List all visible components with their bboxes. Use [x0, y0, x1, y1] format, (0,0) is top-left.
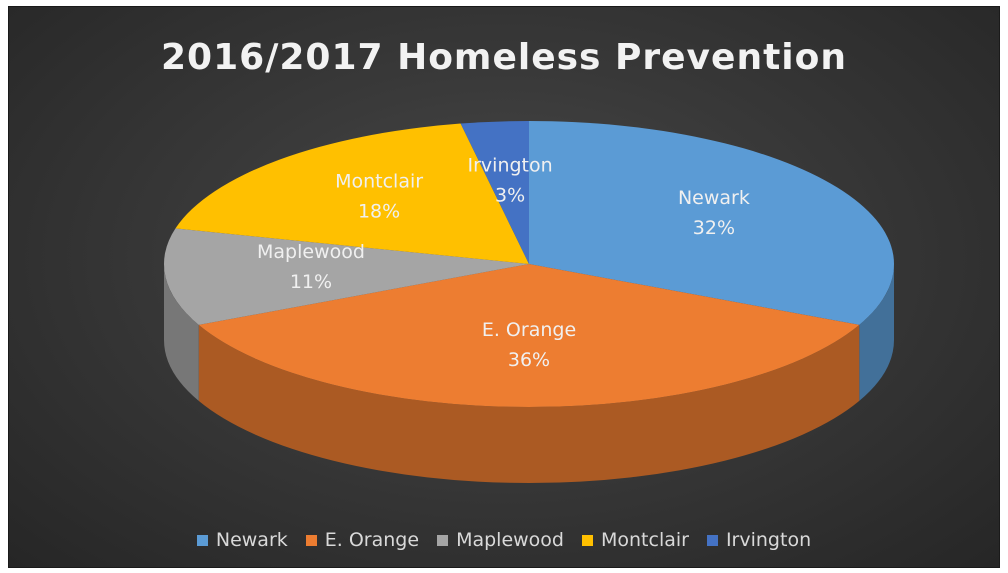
data-label-name-maplewood: Maplewood: [257, 241, 365, 263]
slice-newark[interactable]: [529, 121, 894, 325]
data-label-percent-newark: 32%: [693, 217, 735, 239]
data-label-percent-maplewood: 11%: [290, 271, 332, 293]
legend-label-irvington: Irvington: [725, 529, 812, 551]
legend-swatch-maplewood: [437, 534, 449, 546]
slice-side-maplewood: [164, 264, 199, 401]
legend-item-montclair: Montclair: [581, 529, 689, 551]
legend-swatch-e-orange: [305, 534, 317, 546]
slice-irvington[interactable]: [460, 121, 529, 264]
data-label-name-irvington: Irvington: [468, 155, 553, 177]
legend-swatch-newark: [196, 534, 208, 546]
legend-label-maplewood: Maplewood: [456, 529, 564, 551]
legend: Newark E. Orange Maplewood Montclair Irvingt…: [9, 529, 999, 551]
legend-label-montclair: Montclair: [600, 529, 689, 551]
slice-maplewood[interactable]: [164, 228, 529, 325]
data-label-name-montclair: Montclair: [335, 170, 423, 192]
chart-area: 2016/2017 Homeless Prevention Newark 32% E…: [8, 6, 1000, 568]
legend-label-e-orange: E. Orange: [324, 529, 420, 551]
data-label-percent-montclair: 18%: [358, 200, 400, 222]
slice-side-e-orange: [198, 324, 860, 484]
legend-swatch-montclair: [581, 534, 593, 546]
data-label-name-e-orange: E. Orange: [482, 319, 576, 341]
legend-item-newark: Newark: [196, 529, 288, 551]
data-label-percent-e-orange: 36%: [508, 349, 550, 371]
data-label-name-newark: Newark: [678, 187, 750, 209]
legend-item-irvington: Irvington: [706, 529, 812, 551]
legend-item-maplewood: Maplewood: [437, 529, 564, 551]
data-label-percent-irvington: 3%: [495, 185, 525, 207]
slice-side-newark: [859, 264, 894, 401]
slice-montclair[interactable]: [175, 123, 529, 264]
legend-swatch-irvington: [706, 534, 718, 546]
slice-e-orange[interactable]: [198, 264, 860, 408]
pie-chart: Newark 32% E. Orange 36% Maplewood 11% Montcla…: [164, 121, 894, 484]
legend-label-newark: Newark: [215, 529, 288, 551]
legend-item-e-orange: E. Orange: [305, 529, 420, 551]
chart-title: 2016/2017 Homeless Prevention: [161, 37, 847, 78]
